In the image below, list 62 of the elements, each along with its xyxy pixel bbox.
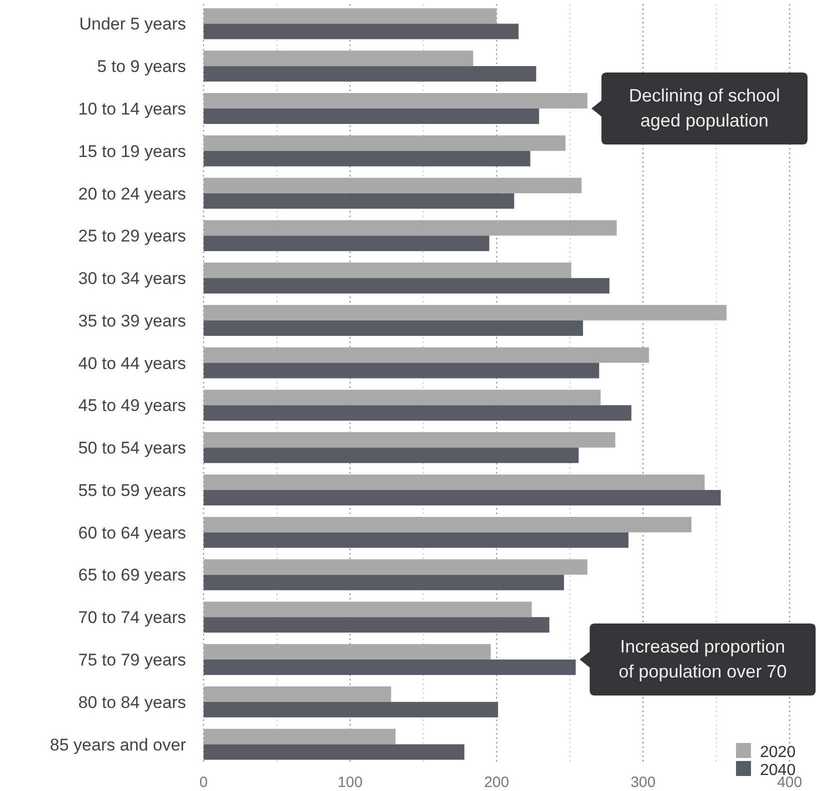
y-tick-label: 65 to 69 years <box>78 566 186 585</box>
bar <box>204 362 600 378</box>
bar <box>204 24 519 40</box>
y-tick-label: 30 to 34 years <box>78 269 186 288</box>
y-tick-label: 85 years and over <box>50 735 186 754</box>
y-tick-label: 25 to 29 years <box>78 226 186 246</box>
x-tick-label: 100 <box>338 774 363 791</box>
bar <box>204 702 498 718</box>
bar <box>204 108 540 124</box>
bar <box>204 602 532 618</box>
bar <box>204 474 705 490</box>
y-tick-label: 35 to 39 years <box>78 311 186 330</box>
y-tick-label: 40 to 44 years <box>78 354 186 373</box>
y-tick-label: 60 to 64 years <box>78 523 186 542</box>
bar <box>204 262 572 278</box>
bar <box>204 347 649 363</box>
bar <box>204 617 550 633</box>
bar <box>204 220 617 236</box>
x-tick-label: 200 <box>484 774 510 791</box>
annotation: Declining of school aged population <box>628 85 780 130</box>
bar <box>204 490 721 506</box>
bar <box>204 236 490 252</box>
y-tick-label: 50 to 54 years <box>78 438 186 458</box>
bar <box>204 193 514 209</box>
y-tick-label: 20 to 24 years <box>78 184 186 204</box>
bar <box>204 448 579 464</box>
y-tick-label: Under 5 years <box>79 14 186 34</box>
y-tick-label: 55 to 59 years <box>78 480 186 500</box>
bar <box>204 686 392 702</box>
bar <box>204 390 601 406</box>
y-tick-label: 10 to 14 years <box>78 99 186 118</box>
legend-label: 2020 <box>760 744 796 761</box>
bar <box>204 516 692 532</box>
bar <box>204 574 564 590</box>
bar <box>204 728 396 744</box>
bar <box>204 150 530 166</box>
bar <box>204 66 536 82</box>
x-tick-label: 0 <box>199 774 208 791</box>
bar <box>204 93 588 108</box>
y-tick-label: 70 to 74 years <box>78 608 186 628</box>
y-tick-label: 5 to 9 years <box>97 57 186 76</box>
x-tick-label: 300 <box>630 774 656 791</box>
bar <box>204 8 497 24</box>
bar <box>204 744 464 760</box>
bar <box>204 644 491 660</box>
bar <box>204 405 632 421</box>
bar <box>204 320 584 336</box>
bar <box>204 278 610 294</box>
bar <box>204 559 588 575</box>
y-tick-label: 75 to 79 years <box>78 650 186 670</box>
bar <box>204 532 628 548</box>
y-tick-label: 80 to 84 years <box>78 692 186 712</box>
y-tick-label: 15 to 19 years <box>78 142 186 161</box>
annotation: Increased proportion of population over 70 <box>618 636 787 682</box>
y-tick-label: 45 to 49 years <box>78 396 186 416</box>
bar <box>204 178 582 194</box>
bar <box>204 304 727 320</box>
bar <box>204 432 616 448</box>
bar <box>204 660 576 675</box>
bar <box>204 50 474 66</box>
bar <box>204 135 566 151</box>
x-tick-label: 400 <box>777 774 802 791</box>
